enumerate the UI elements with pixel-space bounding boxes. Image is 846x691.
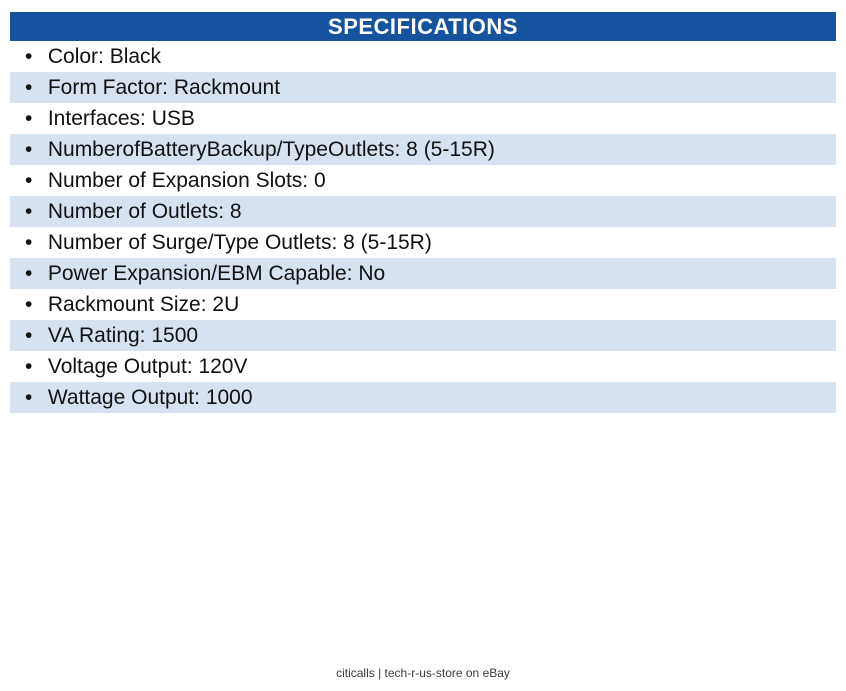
bullet-icon: • — [25, 293, 33, 316]
spec-row-interfaces: • Interfaces: USB — [10, 103, 836, 134]
seller-footer-text: citicalls | tech-r-us-store on eBay — [336, 666, 510, 680]
bullet-icon: • — [25, 76, 33, 99]
bullet-icon: • — [25, 169, 33, 192]
spec-row-expansion-slots: • Number of Expansion Slots: 0 — [10, 165, 836, 196]
spec-row-wattage-output: • Wattage Output: 1000 — [10, 382, 836, 413]
bullet-icon: • — [25, 262, 33, 285]
spec-text: Voltage Output: 120V — [47, 355, 248, 378]
bullet-icon: • — [25, 231, 33, 254]
bullet-icon: • — [25, 200, 33, 223]
spec-text: Color: Black — [47, 45, 162, 68]
specifications-list: • Color: Black • Form Factor: Rackmount … — [10, 41, 836, 413]
spec-row-battery-backup-outlets: • NumberofBatteryBackup/TypeOutlets: 8 (… — [10, 134, 836, 165]
spec-row-ebm-capable: • Power Expansion/EBM Capable: No — [10, 258, 836, 289]
spec-text: Number of Expansion Slots: 0 — [47, 169, 326, 192]
spec-text: Form Factor: Rackmount — [47, 76, 281, 99]
spec-text: Number of Surge/Type Outlets: 8 (5-15R) — [47, 231, 432, 254]
bullet-icon: • — [25, 324, 33, 347]
spec-text: Number of Outlets: 8 — [47, 200, 242, 223]
seller-footer: citicalls | tech-r-us-store on eBay — [0, 666, 846, 680]
bullet-icon: • — [25, 355, 33, 378]
spec-row-voltage-output: • Voltage Output: 120V — [10, 351, 836, 382]
spec-text: NumberofBatteryBackup/TypeOutlets: 8 (5-… — [47, 138, 495, 161]
spec-row-va-rating: • VA Rating: 1500 — [10, 320, 836, 351]
spec-row-color: • Color: Black — [10, 41, 836, 72]
spec-text: Power Expansion/EBM Capable: No — [47, 262, 386, 285]
specifications-header: SPECIFICATIONS — [10, 12, 836, 41]
bullet-icon: • — [25, 107, 33, 130]
spec-text: VA Rating: 1500 — [47, 324, 199, 347]
bullet-icon: • — [25, 138, 33, 161]
bullet-icon: • — [25, 45, 33, 68]
spec-row-rackmount-size: • Rackmount Size: 2U — [10, 289, 836, 320]
spec-text: Rackmount Size: 2U — [47, 293, 240, 316]
spec-text: Interfaces: USB — [47, 107, 195, 130]
spec-row-surge-outlets: • Number of Surge/Type Outlets: 8 (5-15R… — [10, 227, 836, 258]
spec-row-number-of-outlets: • Number of Outlets: 8 — [10, 196, 836, 227]
specifications-table: SPECIFICATIONS • Color: Black • Form Fac… — [10, 12, 836, 413]
spec-text: Wattage Output: 1000 — [47, 386, 253, 409]
specifications-title: SPECIFICATIONS — [328, 14, 518, 39]
spec-row-form-factor: • Form Factor: Rackmount — [10, 72, 836, 103]
bullet-icon: • — [25, 386, 33, 409]
